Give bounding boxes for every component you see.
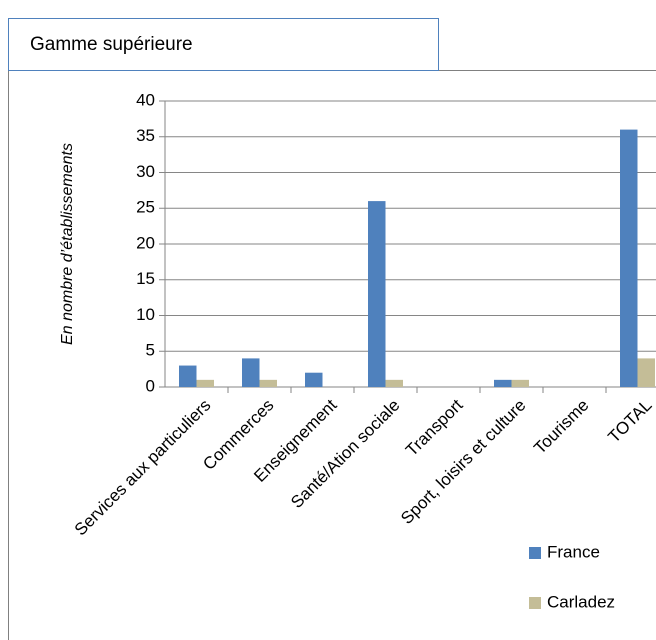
y-tick-label: 10 <box>136 305 155 324</box>
legend-swatch <box>529 597 541 609</box>
y-tick-label: 40 <box>136 90 155 109</box>
y-tick-label: 35 <box>136 126 155 145</box>
y-tick-label: 20 <box>136 233 155 252</box>
y-axis-label: En nombre d’établissements <box>59 143 76 345</box>
chart-title: Gamme supérieure <box>30 34 193 55</box>
bar <box>242 358 260 387</box>
bar <box>620 129 638 387</box>
y-tick-label: 25 <box>136 198 155 217</box>
y-tick-label: 30 <box>136 162 155 181</box>
chart-frame <box>8 70 656 640</box>
bar <box>385 379 403 387</box>
bar <box>259 379 277 387</box>
bar <box>196 379 214 387</box>
bar <box>368 201 386 387</box>
bar <box>305 372 323 387</box>
y-tick-label: 15 <box>136 269 155 288</box>
bar <box>494 379 512 387</box>
legend-label: Carladez <box>547 592 615 611</box>
bar <box>179 365 197 387</box>
bar <box>637 358 655 387</box>
y-tick-label: 0 <box>146 376 155 395</box>
bar <box>511 379 529 387</box>
y-tick-label: 5 <box>146 341 155 360</box>
title-box <box>8 18 439 71</box>
legend-swatch <box>529 547 541 559</box>
legend-label: France <box>547 542 600 561</box>
